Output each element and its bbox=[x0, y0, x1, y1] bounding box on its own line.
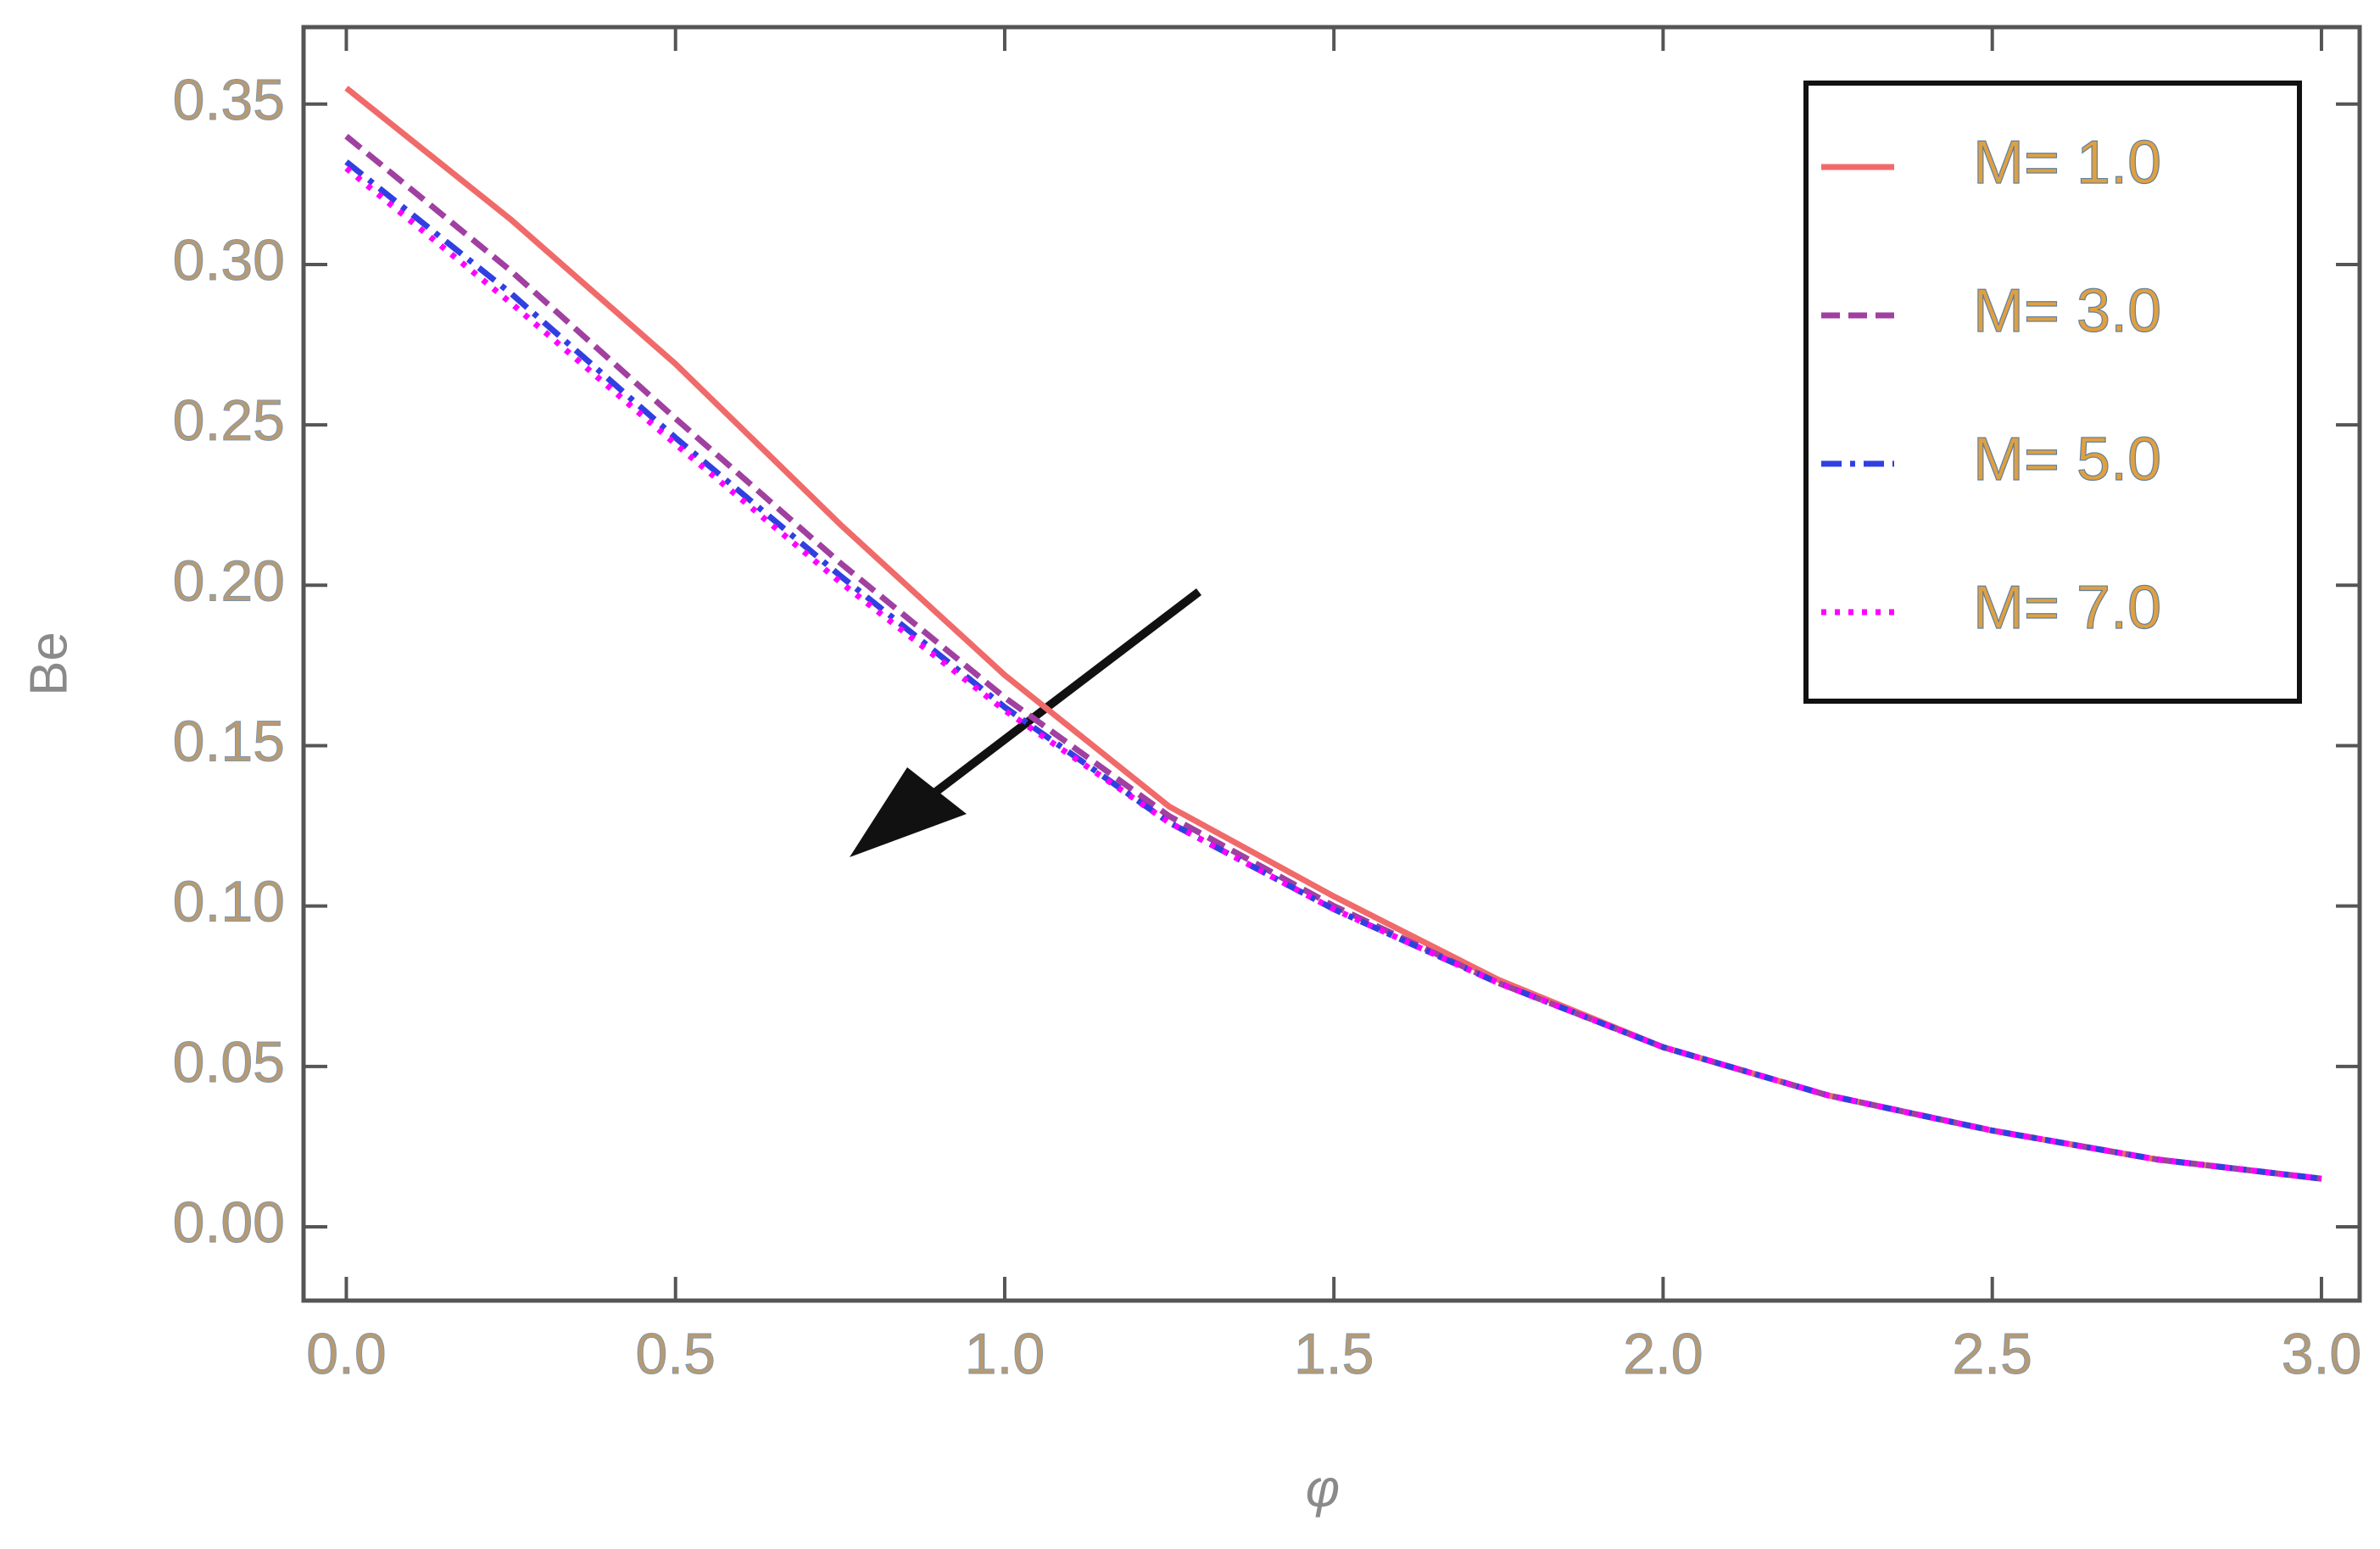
x-tick-label: 0.5 bbox=[635, 1322, 716, 1386]
x-tick-label: 0.0 bbox=[306, 1322, 387, 1386]
x-tick-label: 1.5 bbox=[1294, 1322, 1374, 1386]
legend-label: M= 3.0 bbox=[1973, 277, 2161, 345]
y-tick-label: 0.05 bbox=[173, 1030, 285, 1095]
y-tick-label: 0.35 bbox=[173, 68, 285, 132]
y-axis-label: Be bbox=[20, 632, 78, 696]
x-tick-label: 2.0 bbox=[1623, 1322, 1703, 1386]
y-tick-label: 0.00 bbox=[173, 1190, 285, 1255]
x-axis-label: φ bbox=[1306, 1459, 1340, 1518]
y-tick-label: 0.20 bbox=[173, 549, 285, 613]
legend-label: M= 7.0 bbox=[1973, 574, 2161, 642]
x-tick-label: 1.0 bbox=[965, 1322, 1045, 1386]
y-tick-label: 0.10 bbox=[173, 870, 285, 934]
y-tick-label: 0.30 bbox=[173, 228, 285, 293]
y-tick-label: 0.15 bbox=[173, 709, 285, 773]
legend-label: M= 1.0 bbox=[1973, 129, 2161, 197]
x-tick-label: 2.5 bbox=[1952, 1322, 2032, 1386]
y-tick-label: 0.25 bbox=[173, 388, 285, 453]
plot-frame bbox=[301, 25, 2362, 1303]
x-tick-label: 3.0 bbox=[2282, 1322, 2362, 1386]
data-line bbox=[344, 165, 2322, 1182]
legend-box bbox=[1803, 81, 2302, 704]
annotation-arrow bbox=[850, 588, 1202, 857]
legend-label: M= 5.0 bbox=[1973, 426, 2161, 493]
